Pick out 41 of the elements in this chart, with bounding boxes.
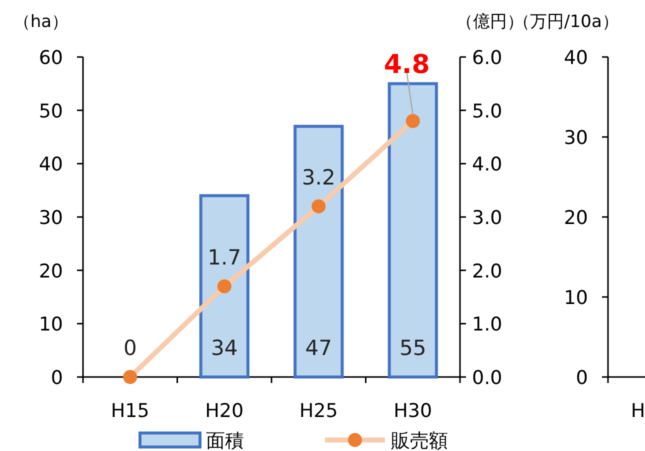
x-tick-label: H20 xyxy=(205,400,244,422)
y-tick-label: 30 xyxy=(564,127,588,149)
y-tick-label: 20 xyxy=(38,260,63,282)
data-label: 3.2 xyxy=(302,165,336,190)
y-tick-label: 20 xyxy=(564,207,588,229)
x-tick-label: H30 xyxy=(394,400,432,422)
y-tick-label: 50 xyxy=(38,100,63,122)
data-label: 55 xyxy=(400,336,426,360)
y-tick-label: 10 xyxy=(564,287,588,309)
y2-tick-label: 2.0 xyxy=(472,260,502,282)
legend-label: 販売額 xyxy=(391,430,448,451)
x-tick-label: H xyxy=(630,400,645,422)
y2-tick-label: 6.0 xyxy=(472,47,502,69)
y-axis-title: （ha） xyxy=(13,12,69,32)
y2-tick-label: 1.0 xyxy=(472,314,502,336)
data-label: 0 xyxy=(123,336,137,360)
y2-tick-label: 5.0 xyxy=(472,100,502,122)
y-tick-label: 40 xyxy=(564,47,588,69)
y2-tick-label: 4.0 xyxy=(472,154,502,176)
point xyxy=(406,114,420,128)
y-tick-label: 60 xyxy=(38,47,63,69)
y-tick-label: 0 xyxy=(576,367,588,389)
y-tick-label: 0 xyxy=(50,367,63,389)
data-label: 4.8 xyxy=(384,50,430,80)
legend-label: 面積 xyxy=(206,430,244,451)
y-tick-label: 40 xyxy=(38,154,63,176)
data-label: 34 xyxy=(211,336,238,360)
y-tick-label: 10 xyxy=(38,314,63,336)
x-tick-label: H15 xyxy=(110,400,150,422)
y-tick-label: 30 xyxy=(38,207,63,229)
data-label: 47 xyxy=(305,336,332,360)
x-tick-label: H25 xyxy=(299,400,338,422)
point xyxy=(312,199,326,214)
bar xyxy=(199,194,250,378)
y2-tick-label: 0.0 xyxy=(472,367,502,389)
bar xyxy=(388,82,438,378)
bar xyxy=(294,124,344,378)
y2-tick-label: 3.0 xyxy=(472,207,502,229)
point xyxy=(217,279,232,294)
data-label: 1.7 xyxy=(208,245,242,270)
point xyxy=(123,370,138,384)
